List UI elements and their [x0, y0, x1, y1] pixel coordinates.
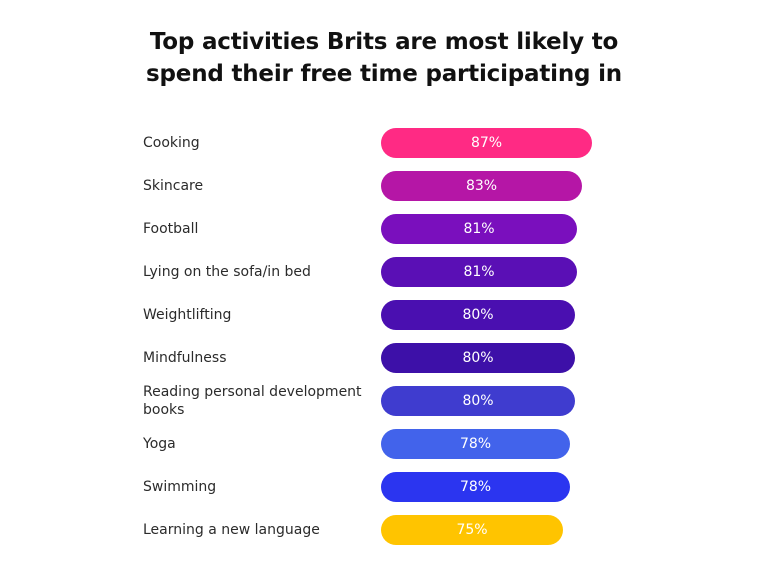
bar	[381, 128, 592, 158]
category-label: Mindfulness	[143, 350, 227, 366]
chart-title-line-2: spend their free time participating in	[146, 61, 622, 87]
bar-value-label: 78%	[459, 479, 492, 495]
bar-value-label: 80%	[462, 307, 494, 323]
bar	[381, 472, 570, 502]
chart-title-line-1: Top activities Brits are most likely to	[149, 29, 619, 55]
bar-value-label: 83%	[465, 178, 498, 194]
bar	[381, 171, 582, 201]
category-label: Reading personal development books	[143, 384, 362, 418]
bar	[381, 257, 577, 287]
bar-value-label: 75%	[456, 522, 488, 538]
category-label: Swimming	[143, 479, 217, 495]
bar-value-label: 78%	[459, 436, 492, 452]
bar	[381, 515, 563, 545]
bar-value-label: 87%	[470, 135, 503, 151]
category-label: Skincare	[143, 178, 204, 194]
category-label: Football	[143, 221, 199, 237]
bar	[381, 386, 575, 416]
chart-title: Top activities Brits are most likely to …	[0, 26, 768, 90]
bar	[381, 300, 575, 330]
category-label: Cooking	[143, 135, 200, 151]
bar	[381, 214, 577, 244]
category-label: Learning a new language	[143, 522, 320, 538]
category-label: Weightlifting	[143, 307, 232, 323]
category-label: Yoga	[143, 436, 176, 452]
bar-value-label: 81%	[463, 264, 495, 280]
bar-value-label: 81%	[463, 221, 495, 237]
bar-value-label: 80%	[462, 393, 494, 409]
bar	[381, 343, 575, 373]
category-label: Lying on the sofa/in bed	[143, 264, 311, 280]
bar-value-label: 80%	[462, 350, 494, 366]
bar	[381, 429, 570, 459]
